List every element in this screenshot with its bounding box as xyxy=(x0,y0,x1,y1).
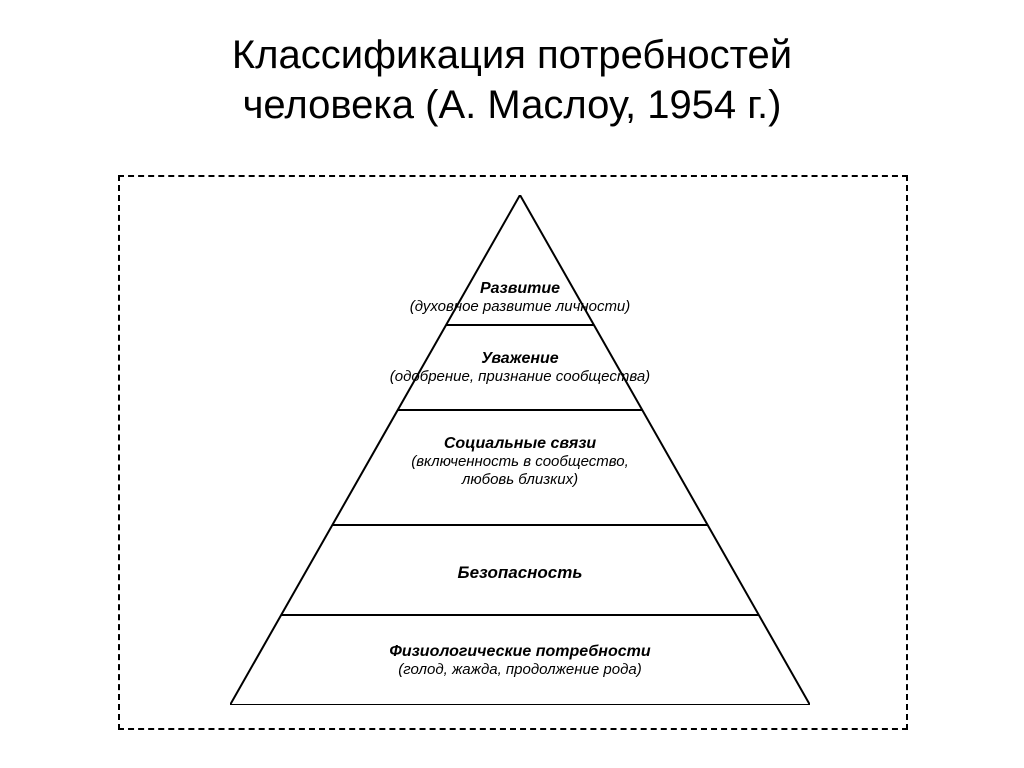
level-sub2-2: любовь близких) xyxy=(230,471,810,488)
main-title: Классификация потребностей человека (А. … xyxy=(0,0,1024,130)
level-title-3: Безопасность xyxy=(230,563,810,583)
pyramid: Развитие(духовное развитие личности) Уваж… xyxy=(230,195,810,705)
pyramid-level-1: Уважение(одобрение, признание сообщества… xyxy=(230,350,810,386)
level-title-1: Уважение xyxy=(230,350,810,368)
level-sub-1: (одобрение, признание сообщества) xyxy=(230,368,810,385)
level-sub-0: (духовное развитие личности) xyxy=(230,298,810,315)
pyramid-level-4: Физиологические потребности(голод, жажда… xyxy=(230,643,810,679)
pyramid-level-3: Безопасность xyxy=(230,563,810,583)
level-sub-4: (голод, жажда, продолжение рода) xyxy=(230,661,810,678)
title-line-1: Классификация потребностей xyxy=(0,30,1024,80)
level-title-2: Социальные связи xyxy=(230,435,810,453)
level-title-0: Развитие xyxy=(230,280,810,298)
level-sub-2: (включенность в сообщество, xyxy=(230,453,810,470)
title-line-2: человека (А. Маслоу, 1954 г.) xyxy=(0,80,1024,130)
pyramid-level-0: Развитие(духовное развитие личности) xyxy=(230,280,810,316)
level-title-4: Физиологические потребности xyxy=(230,643,810,661)
pyramid-level-2: Социальные связи(включенность в сообщест… xyxy=(230,435,810,488)
